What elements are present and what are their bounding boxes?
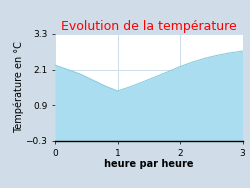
X-axis label: heure par heure: heure par heure bbox=[104, 159, 194, 169]
Y-axis label: Température en °C: Température en °C bbox=[14, 42, 24, 133]
Title: Evolution de la température: Evolution de la température bbox=[61, 20, 236, 33]
